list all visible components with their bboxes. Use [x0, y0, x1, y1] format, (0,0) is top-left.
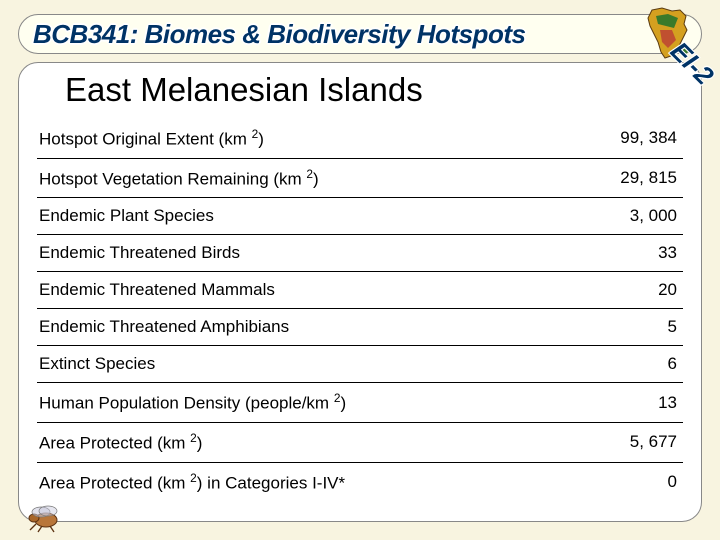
row-value: 29, 815 — [573, 158, 683, 198]
row-label: Endemic Plant Species — [37, 198, 573, 235]
row-value: 6 — [573, 346, 683, 383]
table-row: Extinct Species6 — [37, 346, 683, 383]
row-value: 99, 384 — [573, 119, 683, 158]
table-row: Endemic Plant Species3, 000 — [37, 198, 683, 235]
table-row: Area Protected (km 2)5, 677 — [37, 422, 683, 462]
row-value: 13 — [573, 383, 683, 423]
row-value: 5, 677 — [573, 422, 683, 462]
row-label: Hotspot Original Extent (km 2) — [37, 119, 573, 158]
table-row: Hotspot Original Extent (km 2)99, 384 — [37, 119, 683, 158]
hotspot-data-table: Hotspot Original Extent (km 2)99, 384Hot… — [37, 119, 683, 501]
table-row: Area Protected (km 2) in Categories I-IV… — [37, 462, 683, 501]
table-row: Endemic Threatened Amphibians5 — [37, 309, 683, 346]
row-value: 33 — [573, 235, 683, 272]
row-value: 3, 000 — [573, 198, 683, 235]
row-label: Hotspot Vegetation Remaining (km 2) — [37, 158, 573, 198]
row-value: 20 — [573, 272, 683, 309]
row-label: Endemic Threatened Amphibians — [37, 309, 573, 346]
table-row: Human Population Density (people/km 2)13 — [37, 383, 683, 423]
table-row: Endemic Threatened Mammals20 — [37, 272, 683, 309]
table-row: Hotspot Vegetation Remaining (km 2)29, 8… — [37, 158, 683, 198]
row-label: Extinct Species — [37, 346, 573, 383]
insect-icon — [24, 500, 64, 534]
table-row: Endemic Threatened Birds33 — [37, 235, 683, 272]
row-value: 5 — [573, 309, 683, 346]
course-banner: BCB341: Biomes & Biodiversity Hotspots — [18, 14, 702, 54]
content-panel: East Melanesian Islands Hotspot Original… — [18, 62, 702, 522]
row-value: 0 — [573, 462, 683, 501]
row-label: Area Protected (km 2) in Categories I-IV… — [37, 462, 573, 501]
row-label: Area Protected (km 2) — [37, 422, 573, 462]
row-label: Endemic Threatened Birds — [37, 235, 573, 272]
slide-title: East Melanesian Islands — [65, 71, 683, 109]
row-label: Human Population Density (people/km 2) — [37, 383, 573, 423]
row-label: Endemic Threatened Mammals — [37, 272, 573, 309]
banner-title: BCB341: Biomes & Biodiversity Hotspots — [33, 19, 525, 50]
